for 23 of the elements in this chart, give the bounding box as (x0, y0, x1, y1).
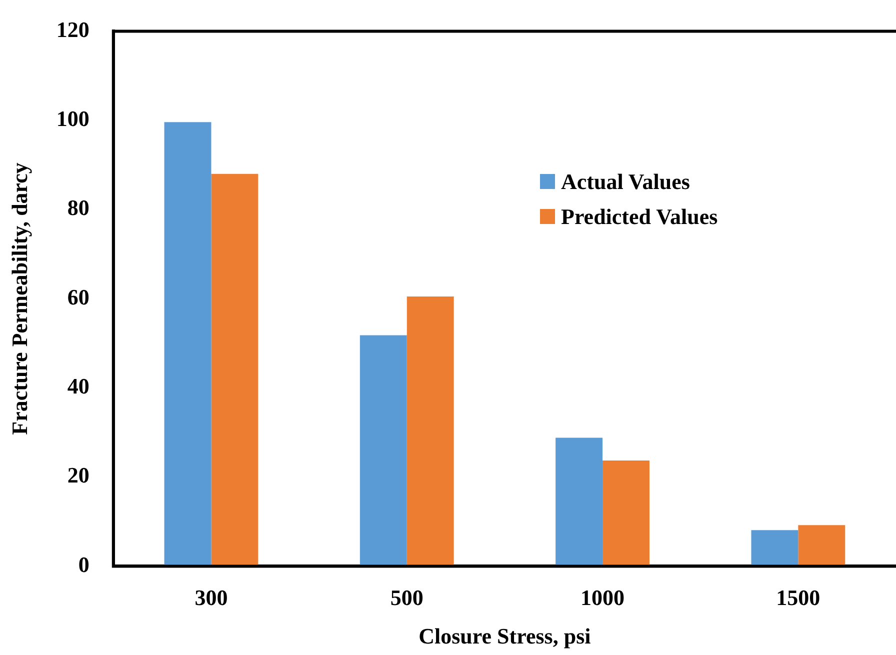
y-tick-label: 120 (56, 16, 90, 42)
y-axis-title: Fracture Permeability, darcy (6, 162, 32, 435)
legend-label: Predicted Values (561, 204, 718, 230)
bar (751, 530, 798, 566)
y-tick-label: 60 (67, 284, 90, 310)
bar (406, 296, 454, 566)
bar (556, 438, 603, 566)
y-tick-label: 20 (67, 462, 90, 488)
x-tick-label: 300 (194, 585, 228, 610)
bar (360, 335, 407, 566)
x-tick-label: 1000 (580, 585, 625, 610)
y-tick-label: 100 (56, 106, 90, 132)
bar (798, 525, 846, 566)
y-tick-label: 80 (67, 195, 90, 220)
x-tick-label: 1500 (776, 585, 820, 610)
x-tick-label: 500 (390, 585, 424, 610)
bar (602, 460, 650, 566)
y-tick-label: 0 (78, 552, 90, 577)
legend-label: Actual Values (561, 168, 690, 194)
y-tick-label: 40 (67, 374, 90, 399)
bar (164, 122, 212, 566)
bar (211, 174, 258, 566)
x-axis-title: Closure Stress, psi (418, 623, 591, 648)
